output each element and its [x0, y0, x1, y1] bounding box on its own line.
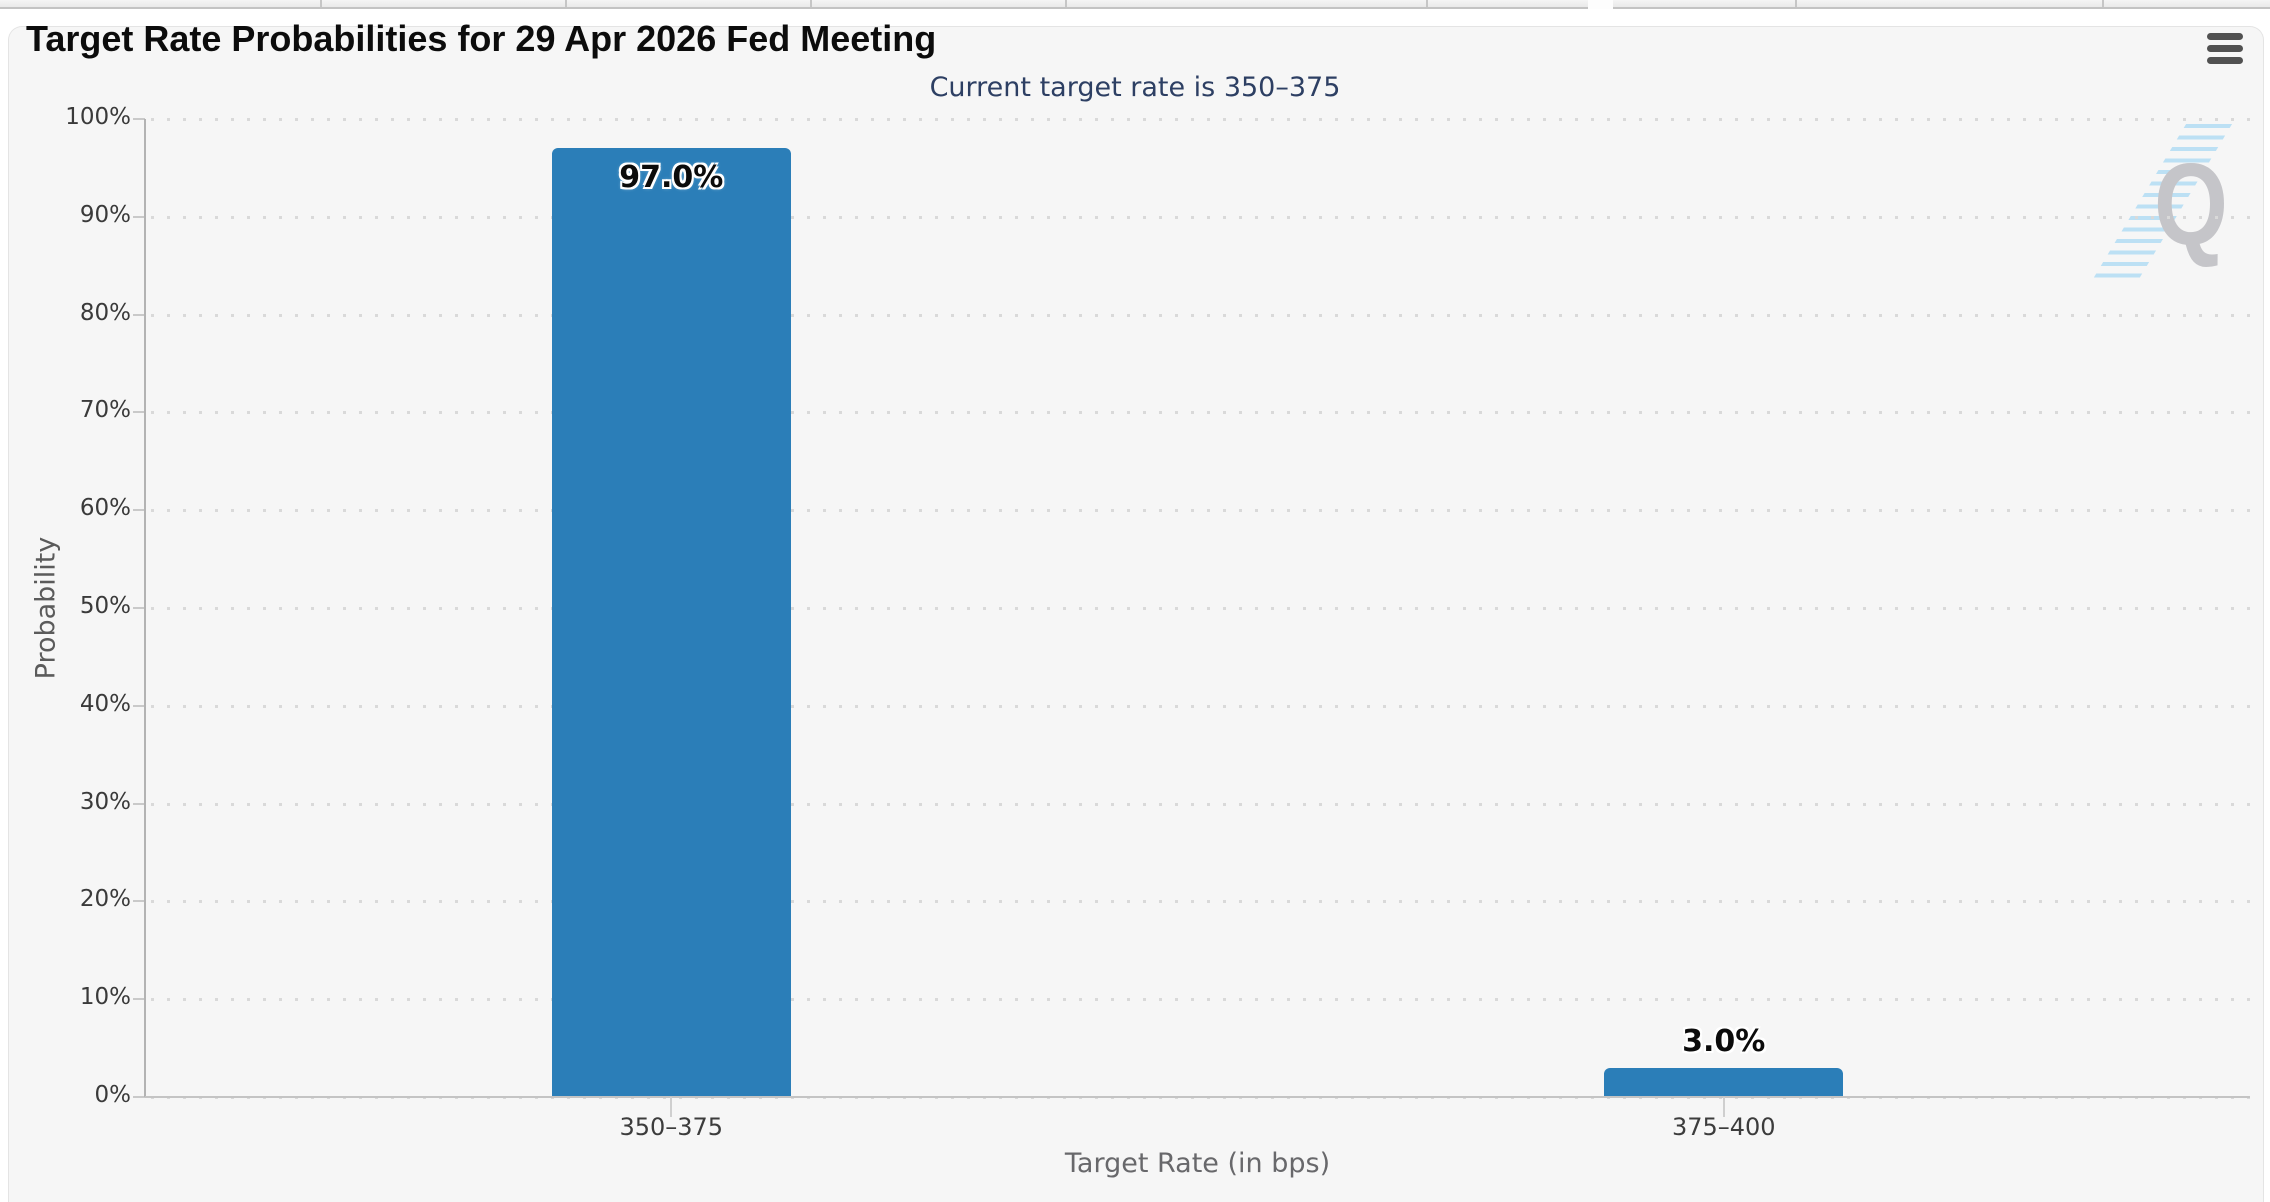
y-axis-label: 70% — [79, 397, 131, 424]
y-axis-label: 40% — [79, 690, 131, 717]
gridline-70 — [151, 411, 2250, 415]
x-axis-label: 350–375 — [619, 1113, 724, 1141]
tab-separator — [810, 0, 812, 7]
x-axis-line — [145, 1096, 2250, 1098]
y-axis-label: 100% — [65, 104, 131, 130]
y-axis-tick — [133, 704, 145, 707]
y-axis-tick — [133, 900, 145, 903]
y-axis-tick — [133, 509, 145, 512]
bar-value-label: 3.0% — [1682, 1023, 1766, 1059]
watermark-q-letter: Q — [2153, 139, 2228, 269]
bar-375–400[interactable] — [1604, 1067, 1844, 1096]
gridline-100 — [151, 118, 2250, 121]
chart-subtitle: Current target rate is 350–375 — [929, 72, 1341, 103]
y-axis-label: 0% — [94, 1082, 132, 1108]
gridline-20 — [151, 900, 2250, 904]
y-axis-label: 90% — [79, 201, 131, 228]
y-axis-tick — [133, 215, 145, 218]
gridline-30 — [151, 802, 2250, 806]
y-axis-label: 20% — [79, 886, 131, 913]
y-axis-tick — [133, 998, 145, 1001]
tab-separator — [1426, 0, 1428, 7]
active-tab-notch — [1588, 0, 1613, 9]
hamburger-bar — [2207, 33, 2243, 40]
tab-separator — [2102, 0, 2104, 7]
x-axis-tick — [1722, 1097, 1725, 1117]
gridline-80 — [151, 313, 2250, 317]
x-axis-label: 375–400 — [1671, 1113, 1776, 1141]
tab-separator — [565, 0, 567, 7]
gridline-40 — [151, 704, 2250, 708]
gridline-60 — [151, 509, 2250, 513]
gridline-50 — [151, 607, 2250, 610]
y-axis-title: Probability — [30, 536, 62, 680]
gridline-90 — [151, 215, 2250, 219]
bar-value-label: 97.0% — [619, 160, 724, 196]
hamburger-bar — [2207, 45, 2243, 52]
y-axis-label: 50% — [79, 593, 131, 619]
y-axis-tick — [133, 1096, 145, 1098]
y-axis-tick — [133, 802, 145, 805]
y-axis-label: 10% — [79, 984, 131, 1011]
x-axis-tick — [670, 1097, 673, 1117]
gridline-10 — [151, 998, 2250, 1002]
tab-separator — [320, 0, 322, 7]
y-axis-tick — [133, 411, 145, 414]
x-axis-title: Target Rate (in bps) — [1064, 1148, 1331, 1179]
y-axis-label: 60% — [79, 495, 131, 522]
y-axis-tick — [133, 118, 145, 120]
tab-separator — [1065, 0, 1067, 7]
y-axis-label: 30% — [79, 788, 131, 815]
chart-context-menu-icon[interactable] — [2203, 30, 2247, 70]
hamburger-bar — [2207, 57, 2243, 64]
cropped-tab-strip — [0, 0, 2270, 9]
tab-separator — [1795, 0, 1797, 7]
y-axis-tick — [133, 607, 145, 609]
chart-card — [8, 26, 2264, 1202]
y-axis-label: 80% — [79, 299, 131, 326]
bar-350–375[interactable] — [551, 148, 791, 1096]
y-axis-line — [144, 119, 146, 1097]
chart-title: Target Rate Probabilities for 29 Apr 202… — [26, 18, 937, 59]
y-axis-tick — [133, 313, 145, 316]
